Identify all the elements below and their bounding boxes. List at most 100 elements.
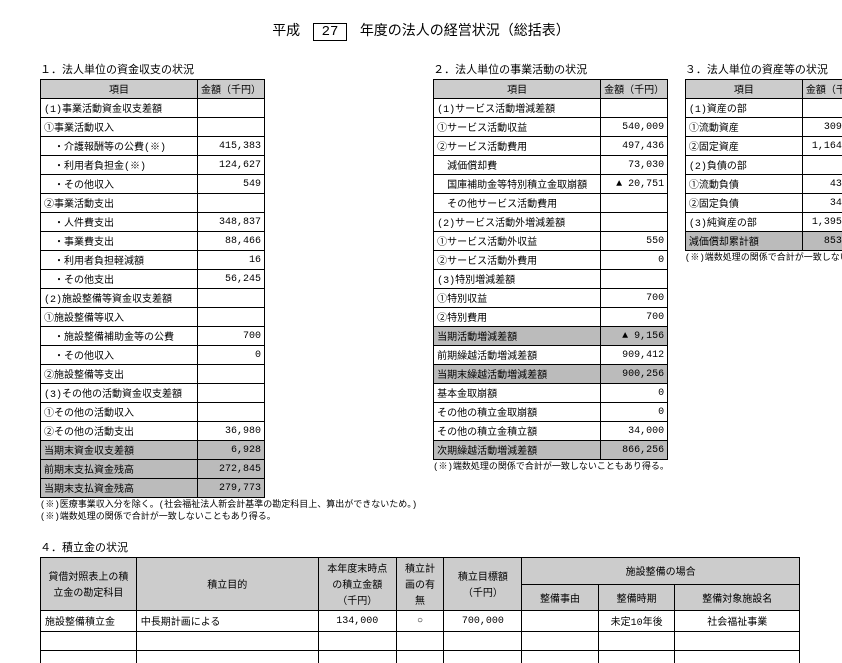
section-3: ３．法人単位の資産等の状況 項目 金額（千円） (1)資産の部①流動資産309,…: [685, 61, 842, 265]
section-2-note: (※)端数処理の関係で合計が一致しないこともあり得る。: [433, 462, 669, 474]
table-row: 減価償却費73,030: [434, 156, 668, 175]
cell-label: ②事業活動支出: [41, 194, 198, 213]
cell-label: その他サービス活動費用: [434, 194, 601, 213]
cell-label: ・介護報酬等の公費(※): [41, 137, 198, 156]
cell-value: 700: [198, 327, 265, 346]
cell-label: (1)サービス活動増減差額: [434, 99, 601, 118]
cell-value: [601, 213, 668, 232]
table-row: 施設整備積立金 中長期計画による 134,000 ○ 700,000 未定10年…: [41, 611, 800, 632]
table-row: その他サービス活動費用: [434, 194, 668, 213]
section-1-table: 項目 金額（千円） (1)事業活動資金収支差額①事業活動収入 ・介護報酬等の公費…: [40, 79, 265, 498]
cell-value: 272,845: [198, 460, 265, 479]
cell-value: [601, 99, 668, 118]
cell-subject: 施設整備積立金: [41, 611, 137, 632]
cell-value: 866,256: [601, 441, 668, 460]
hdr-timing: 整備時期: [598, 584, 675, 611]
cell-label: ・その他収入: [41, 175, 198, 194]
table-row: その他の積立金取崩額0: [434, 403, 668, 422]
cell-label: ①施設整備等収入: [41, 308, 198, 327]
cell-value: 550: [601, 232, 668, 251]
cell-value: [198, 403, 265, 422]
table-row: ①その他の活動収入: [41, 403, 265, 422]
cell-label: ①流動資産: [685, 118, 802, 137]
table-row: ・その他支出56,245: [41, 270, 265, 289]
cell-label: 前期繰越活動増減差額: [434, 346, 601, 365]
cell-value: 700: [601, 289, 668, 308]
cell-label: ①流動負債: [685, 175, 802, 194]
cell-value: [198, 308, 265, 327]
cell-value: [802, 99, 842, 118]
note-line: (※)医療事業収入分を除く。(社会福祉法人新会計基準の勘定科目上、算出ができない…: [40, 500, 417, 512]
cell-value: 73,030: [601, 156, 668, 175]
table-row: ・人件費支出348,837: [41, 213, 265, 232]
cell-target: 700,000: [444, 611, 522, 632]
cell-label: ・利用者負担金(※): [41, 156, 198, 175]
table-row: (3)特別増減差額: [434, 270, 668, 289]
cell-label: (1)資産の部: [685, 99, 802, 118]
cell-value: 88,466: [198, 232, 265, 251]
table-row: ①施設整備等収入: [41, 308, 265, 327]
col-item: 項目: [685, 80, 802, 99]
table-row: ・利用者負担軽減額16: [41, 251, 265, 270]
table-row: 前期繰越活動増減差額909,412: [434, 346, 668, 365]
table-row: ②施設整備等支出: [41, 365, 265, 384]
table-row: (3)その他の活動資金収支差額: [41, 384, 265, 403]
col-amount: 金額（千円）: [802, 80, 842, 99]
table-row: ②サービス活動外費用0: [434, 251, 668, 270]
section-4-table: 貸借対照表上の積立金の勘定科目 積立目的 本年度末時点の積立金額（千円） 積立計…: [40, 557, 800, 663]
cell-label: 減価償却累計額: [685, 232, 802, 251]
cell-label: 減価償却費: [434, 156, 601, 175]
hdr-target-facility: 整備対象施設名: [675, 584, 800, 611]
cell-label: その他の積立金積立額: [434, 422, 601, 441]
cell-reason: [522, 611, 599, 632]
section-1-notes: (※)医療事業収入分を除く。(社会福祉法人新会計基準の勘定科目上、算出ができない…: [40, 500, 417, 523]
cell-label: ①サービス活動収益: [434, 118, 601, 137]
cell-value: 36,980: [198, 422, 265, 441]
cell-value: 6,928: [198, 441, 265, 460]
cell-value: 34,532: [802, 194, 842, 213]
title-suffix: 年度の法人の経営状況（総括表）: [360, 24, 570, 40]
cell-value: 1,395,939: [802, 213, 842, 232]
year-box: 27: [313, 23, 348, 41]
cell-value: 279,773: [198, 479, 265, 498]
hdr-amount: 本年度末時点の積立金額（千円）: [318, 558, 396, 611]
cell-value: 34,000: [601, 422, 668, 441]
cell-label: (1)事業活動資金収支差額: [41, 99, 198, 118]
table-row: ①流動負債43,173: [685, 175, 842, 194]
title-prefix: 平成: [272, 24, 300, 40]
cell-label: ・その他収入: [41, 346, 198, 365]
table-row: ②特別費用700: [434, 308, 668, 327]
cell-label: ①事業活動収入: [41, 118, 198, 137]
cell-value: [601, 194, 668, 213]
cell-value: 540,009: [601, 118, 668, 137]
cell-label: 当期末繰越活動増減差額: [434, 365, 601, 384]
cell-label: 次期繰越活動増減差額: [434, 441, 601, 460]
cell-value: 124,627: [198, 156, 265, 175]
table-row: ・その他収入549: [41, 175, 265, 194]
table-row: 当期末繰越活動増減差額900,256: [434, 365, 668, 384]
cell-value: 909,412: [601, 346, 668, 365]
table-row: [41, 651, 800, 663]
table-row: 当期末資金収支差額6,928: [41, 441, 265, 460]
cell-value: [198, 118, 265, 137]
table-row: 次期繰越活動増減差額866,256: [434, 441, 668, 460]
section-2: ２．法人単位の事業活動の状況 項目 金額（千円） (1)サービス活動増減差額①サ…: [433, 61, 669, 474]
cell-label: ①その他の活動収入: [41, 403, 198, 422]
table-row: ①事業活動収入: [41, 118, 265, 137]
cell-value: [198, 289, 265, 308]
table-row: ②事業活動支出: [41, 194, 265, 213]
table-row: 減価償却累計額853,877: [685, 232, 842, 251]
cell-label: ①サービス活動外収益: [434, 232, 601, 251]
hdr-subject: 貸借対照表上の積立金の勘定科目: [41, 558, 137, 611]
table-row: ②その他の活動支出36,980: [41, 422, 265, 441]
table-row: (1)事業活動資金収支差額: [41, 99, 265, 118]
section-4-heading: ４．積立金の状況: [40, 539, 802, 555]
table-row: ②固定負債34,532: [685, 194, 842, 213]
cell-label: (3)特別増減差額: [434, 270, 601, 289]
cell-label: (2)サービス活動外増減差額: [434, 213, 601, 232]
cell-label: ②サービス活動外費用: [434, 251, 601, 270]
cell-value: 700: [601, 308, 668, 327]
table-row: (2)サービス活動外増減差額: [434, 213, 668, 232]
section-3-table: 項目 金額（千円） (1)資産の部①流動資産309,360②固定資産1,164,…: [685, 79, 842, 251]
cell-value: 56,245: [198, 270, 265, 289]
